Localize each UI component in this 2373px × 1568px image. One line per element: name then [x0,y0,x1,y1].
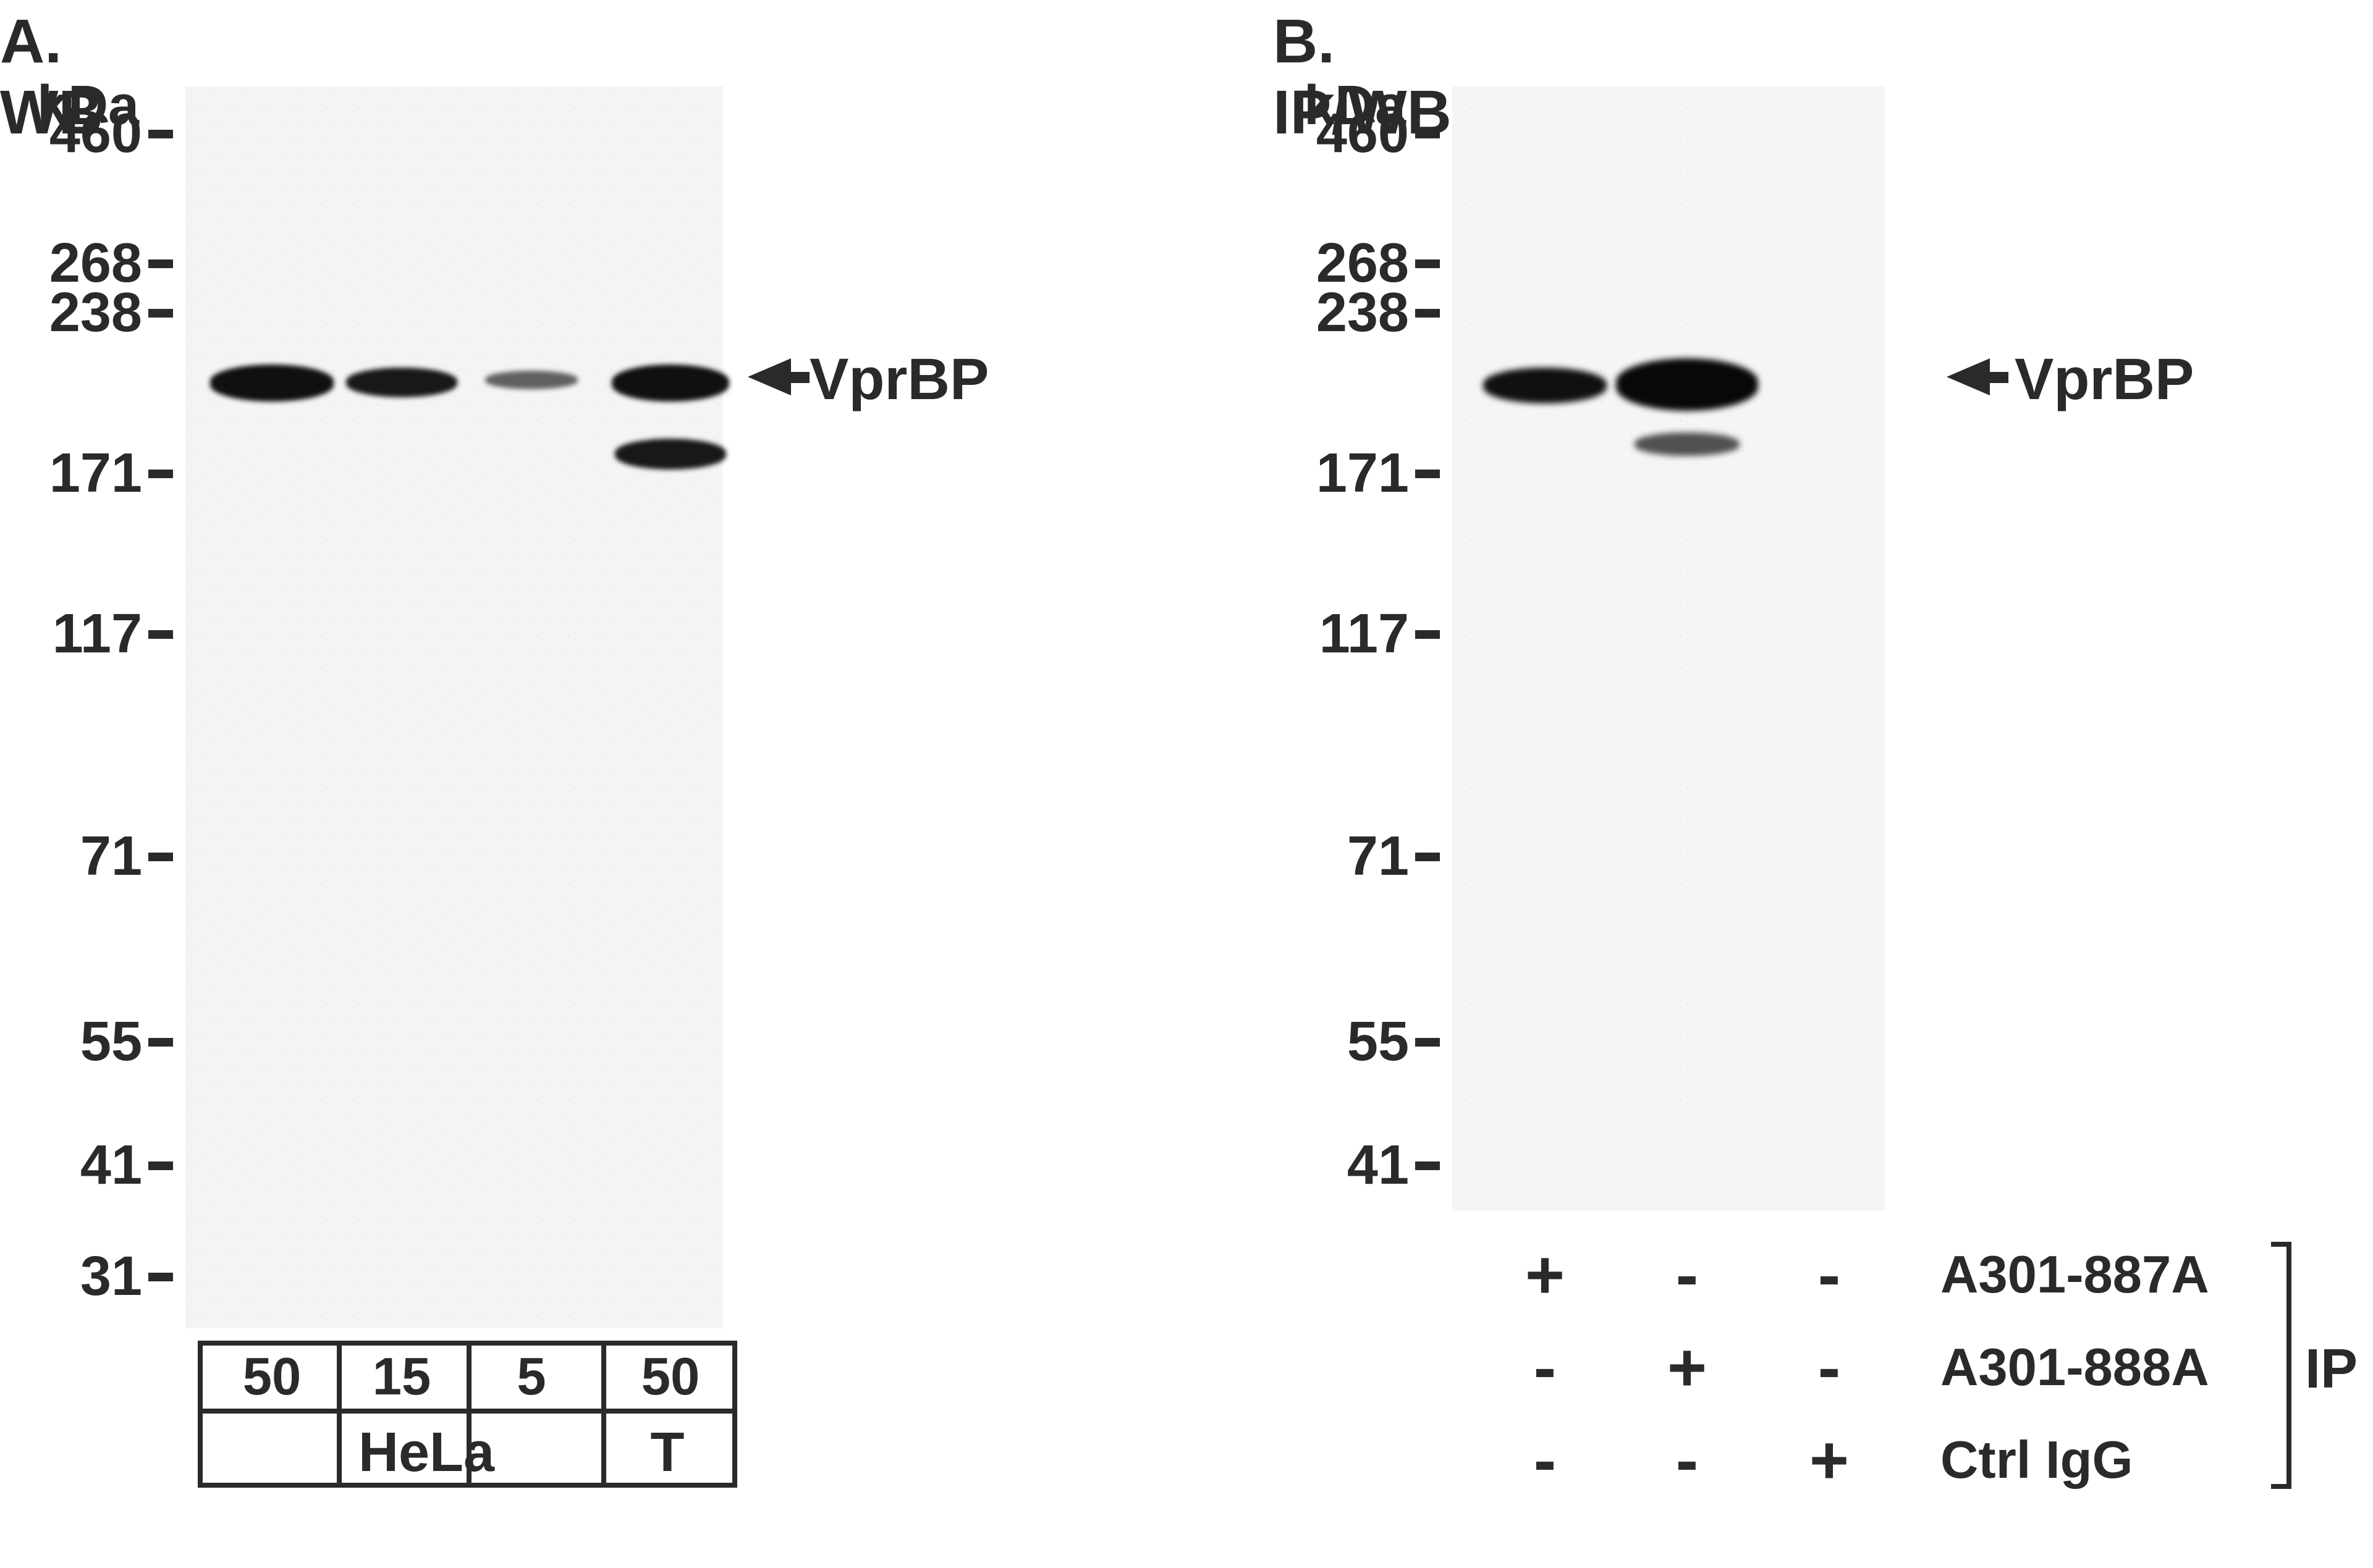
panel-b-ip-symbol: - [1767,1236,1891,1314]
panel-b-blot [1452,86,1885,1211]
panel-a-marker-label: 171 [6,442,142,505]
panel-b-marker-tick [1415,130,1440,138]
panel-a-band [485,371,578,389]
panel-b-ip-symbol: + [1483,1236,1607,1314]
panel-a-marker-tick [148,259,173,268]
panel-b-protein-label: VprBP [2015,346,2194,413]
panel-a-marker-label: 238 [6,281,142,345]
panel-b-marker-tick [1415,630,1440,639]
panel-b-marker-label: 71 [1273,825,1409,888]
panel-a-sample-grid-v [198,1409,203,1488]
panel-a-marker-label: 55 [6,1010,142,1074]
panel-a-marker-tick [148,630,173,639]
panel-a-lane-label: 5 [463,1347,599,1407]
panel-a-sample-label: T [618,1421,717,1485]
panel-b-marker-tick [1415,470,1440,478]
panel-a-lane-label: 15 [334,1347,470,1407]
panel-b-ip-bracket [2286,1242,2291,1489]
panel-b-band [1483,368,1607,403]
panel-a-band [615,439,726,470]
panel-a-marker-label: 41 [6,1134,142,1197]
panel-a-lane-grid-h [198,1341,732,1346]
panel-b-ip-bracket-end [2271,1242,2291,1247]
panel-b-ip-symbol: - [1767,1328,1891,1407]
panel-b-marker-tick [1415,259,1440,268]
panel-a-blot [185,86,723,1328]
panel-a-marker-label: 460 [6,102,142,166]
panel-a-marker-tick [148,470,173,478]
panel-b-marker-label: 55 [1273,1010,1409,1074]
panel-b-arrow-shaft [1984,372,2008,383]
panel-b-marker-tick [1415,1038,1440,1047]
panel-b-marker-tick [1415,1161,1440,1170]
panel-b-marker-label: 41 [1273,1134,1409,1197]
panel-b-marker-label: 117 [1273,602,1409,666]
panel-b-ip-symbol: + [1767,1421,1891,1499]
panel-b-ip-row-label: A301-888A [1940,1338,2209,1398]
panel-a-protein-label: VprBP [810,346,989,413]
panel-a-arrow-shaft [785,372,810,383]
panel-b-ip-symbol: - [1483,1328,1607,1407]
panel-a-marker-label: 31 [6,1245,142,1309]
panel-a-band [210,365,334,402]
panel-b-marker-tick [1415,853,1440,861]
panel-a-sample-label: HeLa [260,1421,593,1485]
panel-b-marker-label: 238 [1273,281,1409,345]
panel-a-marker-label: 71 [6,825,142,888]
panel-b-marker-tick [1415,309,1440,318]
panel-b-band [1635,432,1740,456]
panel-a-sample-grid-v [732,1409,737,1488]
panel-b-ip-symbol: + [1625,1328,1749,1407]
panel-a-lane-label: 50 [204,1347,340,1407]
panel-b-ip-row-label: A301-887A [1940,1245,2209,1305]
panel-b-marker-label: 460 [1273,102,1409,166]
panel-a-sample-grid-v [601,1409,606,1488]
panel-a-marker-tick [148,1161,173,1170]
panel-a-marker-tick [148,309,173,318]
panel-a-marker-label: 117 [6,602,142,666]
panel-b-ip-bracket-end [2271,1484,2291,1489]
panel-b-ip-bracket-label: IP [2305,1338,2358,1401]
panel-b-band [1616,358,1758,411]
panel-a-marker-tick [148,853,173,861]
panel-b-ip-row-label: Ctrl IgG [1940,1430,2133,1491]
panel-a-lane-label: 50 [603,1347,738,1407]
panel-a-marker-tick [148,1273,173,1281]
panel-a-band [346,368,457,397]
panel-a-lane-grid-h [198,1409,732,1414]
panel-b-ip-symbol: - [1483,1421,1607,1499]
panel-a-band [612,365,729,402]
panel-b-marker-label: 171 [1273,442,1409,505]
panel-b-ip-symbol: - [1625,1421,1749,1499]
panel-a-marker-tick [148,1038,173,1047]
panel-a-marker-tick [148,130,173,138]
panel-b-ip-symbol: - [1625,1236,1749,1314]
